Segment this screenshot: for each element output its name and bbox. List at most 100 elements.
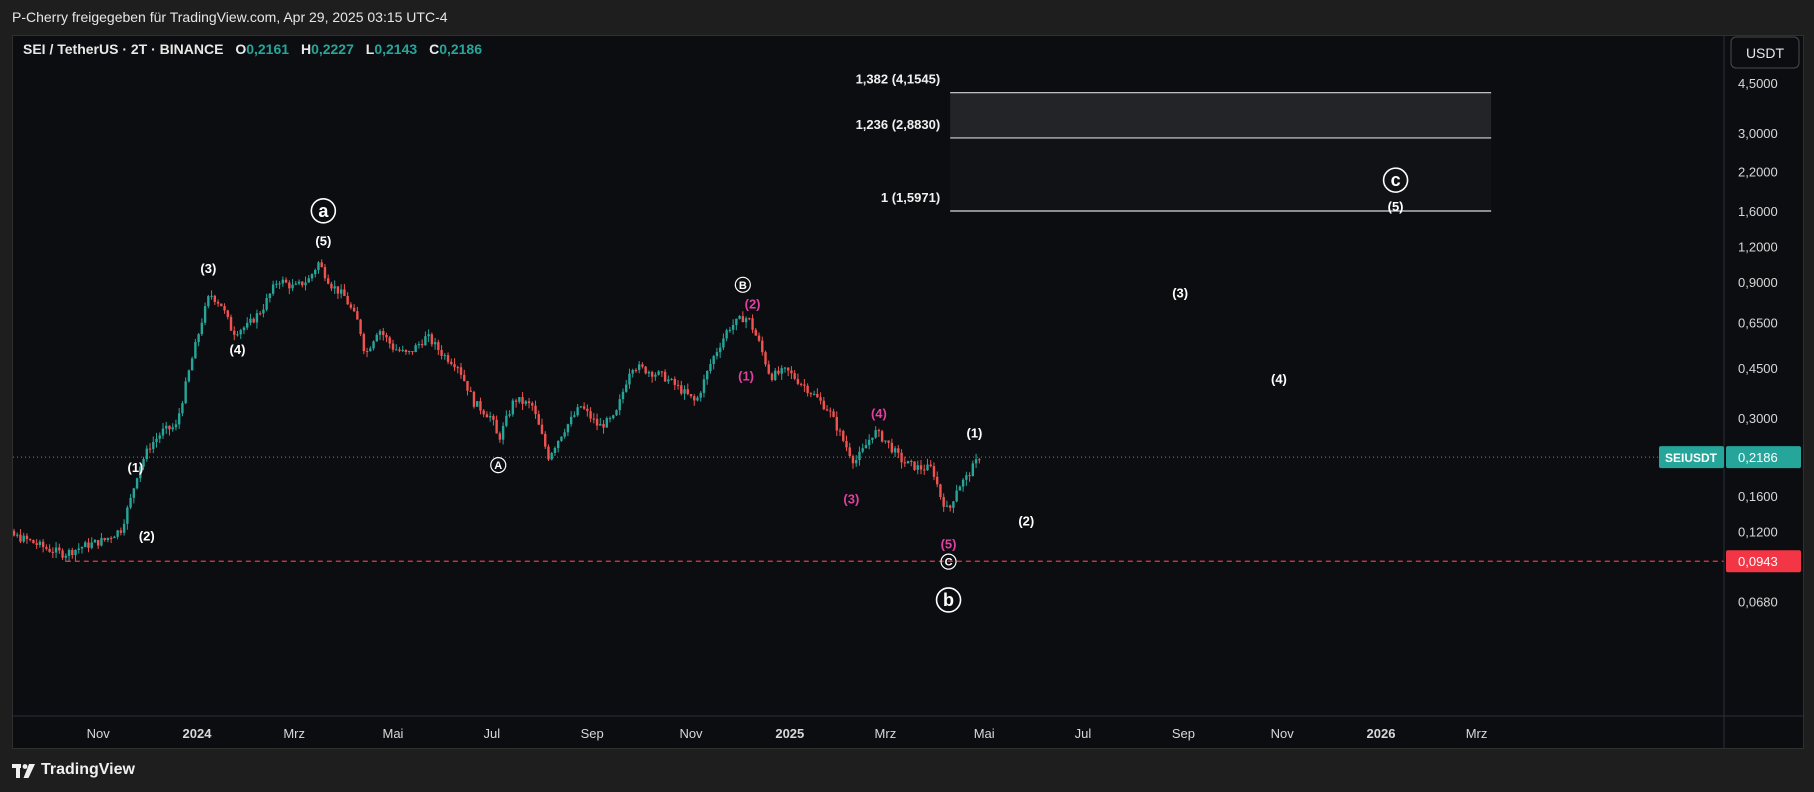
last-price-tag (1726, 446, 1801, 469)
candle-body (362, 334, 366, 352)
candle-body (595, 418, 599, 426)
wave-label[interactable]: C (945, 557, 953, 569)
price-tick-label: 0,0680 (1738, 595, 1778, 610)
candle-body (463, 374, 466, 381)
candle-body (326, 278, 330, 284)
wave-label[interactable]: (2) (139, 529, 155, 544)
candle-body (495, 419, 498, 434)
candle-body (605, 418, 608, 428)
candle-body (45, 547, 48, 549)
candle-body (508, 414, 511, 416)
symbol-legend[interactable]: SEI / TetherUS · 2T · BINANCE O0,2161 H0… (23, 41, 482, 57)
candle-body (812, 393, 816, 395)
wave-label[interactable]: (3) (1172, 286, 1188, 301)
candle-body (932, 466, 936, 477)
candle-body (126, 507, 129, 524)
wave-label-circle (1382, 167, 1409, 193)
candle-body (349, 304, 353, 308)
candle-body (369, 348, 372, 352)
wave-label[interactable]: c (1391, 170, 1401, 190)
wave-label[interactable]: B (739, 280, 747, 292)
candle-body (116, 530, 119, 537)
price-axis[interactable]: 4,5000 3,0000 2,2000 1,6000 1,2000 0,9000 0,65… (1738, 76, 1778, 610)
candle-body (612, 415, 615, 419)
candle-body (579, 406, 583, 408)
candle-body (978, 459, 981, 461)
wave-label[interactable]: a (318, 201, 329, 221)
candle-body (109, 537, 113, 539)
candle-body (919, 465, 923, 470)
wave-label[interactable]: (3) (843, 492, 859, 507)
wave-label[interactable]: (5) (941, 536, 957, 551)
candle-body (437, 342, 440, 351)
wave-label[interactable]: (4) (230, 342, 246, 357)
candle-body (187, 370, 191, 382)
candle-body (417, 344, 421, 346)
wave-label[interactable]: (1) (738, 368, 754, 383)
candle-body (942, 496, 945, 507)
candle-body (398, 349, 401, 351)
wave-label[interactable]: (2) (1018, 514, 1034, 529)
candle-body (845, 440, 848, 448)
fib-extension[interactable]: 1,382 (4,1545) 1,236 (2,8830) 1 (1,5971) (856, 72, 1492, 212)
currency-label: USDT (1746, 45, 1785, 61)
candle-body (404, 349, 408, 353)
candle-body (890, 442, 894, 453)
candle-body (783, 367, 787, 369)
wave-label[interactable]: (5) (315, 233, 331, 248)
candle-body (608, 418, 612, 420)
wave-label[interactable]: (1) (967, 425, 983, 440)
price-tick-label: 0,9000 (1738, 275, 1778, 290)
candle-body (501, 425, 505, 440)
candle-body (796, 378, 800, 384)
candle-body (288, 282, 291, 289)
candle-body (961, 479, 965, 487)
candle-body (871, 437, 874, 440)
candle-body (641, 364, 644, 367)
candle-body (19, 534, 22, 542)
chart-frame[interactable]: 1,382 (4,1545) 1,236 (2,8830) 1 (1,5971) (… (0, 35, 1804, 749)
candle-body (207, 296, 210, 307)
candle-body (524, 401, 527, 404)
currency-button[interactable]: USDT (1730, 36, 1800, 69)
candle-body (832, 411, 835, 417)
candle-body (190, 358, 194, 371)
wave-label[interactable]: A (494, 460, 502, 472)
wave-labels[interactable]: (1) (2) (3) (4) (5) a A B (2) (1) (3) (4) (5) Cb (1) (2… (128, 167, 1409, 613)
candle-body (803, 384, 806, 386)
wave-label[interactable]: (5) (1388, 199, 1404, 214)
candle-body (855, 460, 858, 464)
candle-body (385, 334, 388, 338)
time-tick-label: 2026 (1367, 726, 1396, 741)
candle-body (741, 316, 745, 323)
candle-body (382, 331, 385, 335)
wave-label[interactable]: b (943, 590, 954, 610)
candle-body (54, 547, 58, 553)
candle-body (424, 336, 427, 346)
candle-body (754, 329, 757, 336)
candle-body (239, 330, 242, 335)
wave-label[interactable]: (4) (871, 406, 887, 421)
candle-body (676, 384, 680, 386)
candle-body (715, 352, 719, 357)
wave-label[interactable]: (4) (1271, 371, 1287, 386)
open-value: 0,2161 (246, 41, 289, 57)
candle-body (320, 262, 323, 268)
wave-label[interactable]: (1) (128, 460, 144, 475)
candle-body (965, 475, 968, 480)
candle-body (592, 418, 596, 420)
candle-body (667, 379, 670, 382)
time-axis[interactable]: Nov 2024 Mrz Mai Jul Sep Nov 2025 Mrz Mai Jul Sep No… (87, 726, 1488, 741)
candle-body (809, 393, 813, 395)
candle-body (637, 364, 641, 371)
candle-body (456, 367, 459, 369)
candle-body (181, 403, 184, 414)
candle-body (699, 392, 702, 398)
candle-body (874, 430, 877, 438)
close-label: C (429, 41, 439, 57)
wave-label[interactable]: (3) (200, 261, 216, 276)
price-chart[interactable]: 1,382 (4,1545) 1,236 (2,8830) 1 (1,5971) (… (0, 36, 1803, 748)
candle-body (135, 478, 139, 489)
wave-label[interactable]: (2) (745, 297, 761, 312)
candle-body (948, 505, 952, 508)
